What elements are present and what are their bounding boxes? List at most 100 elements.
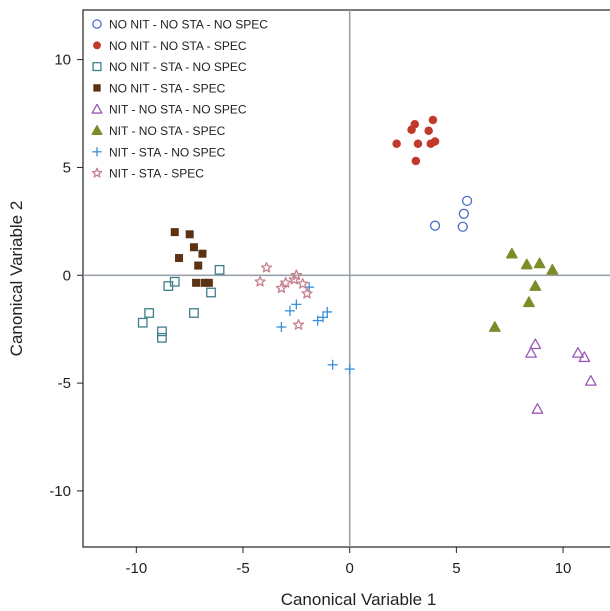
- series-1: [429, 195, 473, 232]
- legend-label: NIT - NO STA - NO SPEC: [109, 103, 247, 117]
- y-tick-label: -5: [58, 375, 71, 392]
- x-tick-label: 5: [452, 560, 460, 577]
- data-point: [275, 282, 288, 294]
- plot-area: [82, 9, 610, 548]
- data-point: [280, 276, 292, 288]
- data-point: [276, 322, 287, 333]
- series-7: [276, 282, 355, 375]
- legend-label: NIT - NO STA - SPEC: [109, 124, 226, 138]
- x-axis-title: Canonical Variable 1: [281, 590, 437, 609]
- series-3: [137, 264, 225, 343]
- legend-label: NIT - STA - SPEC: [109, 167, 204, 181]
- data-point: [529, 338, 542, 350]
- data-point: [214, 264, 225, 275]
- data-point: [533, 257, 546, 269]
- data-point: [572, 347, 584, 358]
- series-2: [392, 115, 440, 166]
- data-point: [546, 263, 559, 275]
- data-point: [260, 261, 273, 273]
- data-point: [529, 280, 542, 291]
- y-tick-label: 0: [63, 267, 71, 284]
- data-point: [254, 275, 266, 287]
- data-point: [312, 315, 323, 326]
- series-8: [254, 261, 313, 330]
- y-tick-label: 5: [63, 159, 71, 176]
- data-point: [206, 287, 216, 298]
- data-point: [194, 261, 203, 270]
- legend-marker: [92, 62, 102, 72]
- data-point: [458, 208, 469, 219]
- series-6: [488, 247, 559, 332]
- data-point: [200, 278, 209, 287]
- data-point: [318, 312, 329, 323]
- legend-marker: [91, 103, 103, 114]
- data-point: [424, 126, 433, 136]
- data-point: [430, 137, 440, 146]
- data-point: [292, 318, 305, 330]
- data-point: [204, 278, 213, 287]
- legend-label: NIT - STA - NO SPEC: [109, 145, 226, 159]
- data-point: [413, 139, 423, 148]
- data-point: [301, 287, 313, 299]
- x-tick-label: -10: [125, 560, 147, 577]
- reference-lines: [83, 10, 610, 547]
- legend-marker: [93, 41, 101, 50]
- data-point: [198, 249, 207, 258]
- data-point: [157, 326, 167, 337]
- legend-marker: [93, 84, 101, 92]
- data-point: [523, 296, 535, 308]
- x-tick-label: 10: [555, 560, 572, 577]
- data-point: [457, 221, 468, 232]
- legend: NO NIT - NO STA - NO SPEC NO NIT - NO STA…: [84, 11, 304, 187]
- data-point: [144, 308, 155, 318]
- data-point: [291, 299, 302, 310]
- series-4: [170, 228, 213, 287]
- data-point: [169, 276, 180, 287]
- data-point: [531, 403, 544, 414]
- y-axis: -10 -5 0 5 10: [49, 52, 83, 500]
- legend-background: [84, 11, 304, 187]
- legend-label: NO NIT - NO STA - SPEC: [109, 39, 247, 53]
- y-axis-title: Canonical Variable 2: [7, 201, 26, 357]
- legend-label: NO NIT - NO STA - NO SPEC: [109, 18, 268, 32]
- plot-border: [82, 9, 610, 548]
- data-point: [284, 305, 295, 316]
- data-point: [488, 321, 501, 332]
- legend-marker: [91, 125, 103, 136]
- series-5: [525, 338, 597, 414]
- data-point: [344, 364, 355, 375]
- data-point: [584, 375, 597, 386]
- data-point: [520, 258, 533, 270]
- x-axis: -10 -5 0 5 10: [125, 547, 571, 577]
- legend-label: NO NIT - STA - SPEC: [109, 81, 226, 95]
- data-point: [322, 306, 333, 317]
- legend-marker: [91, 167, 103, 178]
- y-tick-label: -10: [49, 483, 71, 500]
- data-points: [137, 115, 597, 414]
- data-point: [175, 254, 184, 263]
- legend-label: NO NIT - STA - NO SPEC: [109, 60, 247, 74]
- data-point: [137, 317, 148, 328]
- data-point: [192, 278, 201, 287]
- data-point: [392, 139, 401, 148]
- data-point: [578, 351, 591, 363]
- data-point: [428, 115, 438, 125]
- y-tick-label: 10: [54, 52, 71, 69]
- data-point: [189, 308, 199, 318]
- data-point: [157, 332, 167, 343]
- x-tick-label: 0: [346, 560, 354, 577]
- legend-marker: [92, 147, 102, 157]
- data-point: [185, 230, 194, 239]
- data-point: [429, 220, 441, 231]
- x-tick-label: -5: [236, 560, 249, 577]
- data-point: [189, 243, 198, 252]
- data-point: [505, 247, 518, 259]
- legend-marker: [92, 19, 102, 29]
- data-point: [410, 120, 420, 129]
- data-point: [525, 347, 537, 358]
- data-point: [327, 359, 338, 370]
- data-point: [411, 156, 421, 166]
- data-point: [290, 269, 303, 281]
- data-point: [297, 277, 309, 289]
